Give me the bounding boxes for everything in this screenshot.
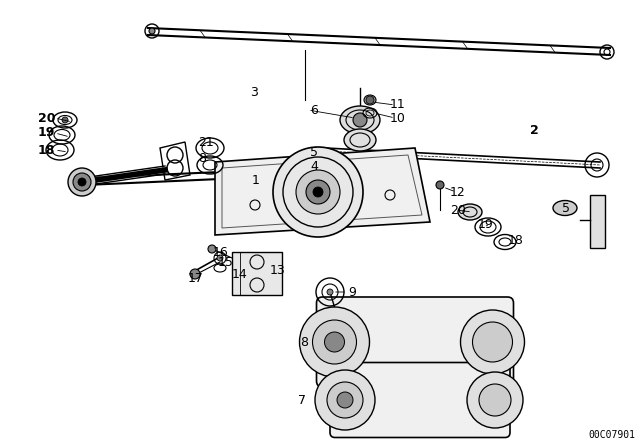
FancyBboxPatch shape <box>317 297 513 387</box>
Circle shape <box>306 180 330 204</box>
Text: 5: 5 <box>562 202 570 215</box>
Text: 4: 4 <box>310 159 318 172</box>
Circle shape <box>324 332 344 352</box>
Circle shape <box>217 255 223 261</box>
Text: 2: 2 <box>530 124 539 137</box>
Ellipse shape <box>553 201 577 215</box>
Circle shape <box>327 382 363 418</box>
Text: 19: 19 <box>38 126 56 139</box>
Circle shape <box>149 28 155 34</box>
Text: 15: 15 <box>218 257 234 270</box>
Text: 6: 6 <box>310 103 318 116</box>
Circle shape <box>337 392 353 408</box>
Circle shape <box>62 117 68 123</box>
Text: 1: 1 <box>252 173 260 186</box>
Circle shape <box>300 307 369 377</box>
Text: 14: 14 <box>232 268 248 281</box>
Circle shape <box>479 384 511 416</box>
Circle shape <box>461 310 525 374</box>
Circle shape <box>467 372 523 428</box>
Text: 18: 18 <box>508 233 524 246</box>
Circle shape <box>327 289 333 295</box>
Ellipse shape <box>344 129 376 151</box>
Circle shape <box>353 113 367 127</box>
Text: 18: 18 <box>38 143 56 156</box>
Text: 16: 16 <box>213 246 228 258</box>
Text: 3: 3 <box>250 86 258 99</box>
Ellipse shape <box>340 106 380 134</box>
Text: 5: 5 <box>310 146 318 159</box>
Text: 8: 8 <box>300 336 308 349</box>
Polygon shape <box>232 252 282 295</box>
Text: 11: 11 <box>390 99 406 112</box>
Text: 8: 8 <box>198 151 206 164</box>
Text: 7: 7 <box>298 393 306 406</box>
Ellipse shape <box>458 204 482 220</box>
Ellipse shape <box>364 95 376 105</box>
Text: 17: 17 <box>188 271 204 284</box>
Circle shape <box>313 187 323 197</box>
Circle shape <box>312 320 356 364</box>
Polygon shape <box>590 195 605 248</box>
Text: 19: 19 <box>478 217 493 231</box>
Circle shape <box>208 245 216 253</box>
Circle shape <box>472 322 513 362</box>
Circle shape <box>296 170 340 214</box>
Circle shape <box>78 178 86 186</box>
Circle shape <box>366 96 374 104</box>
Circle shape <box>190 269 200 279</box>
Text: 20: 20 <box>38 112 56 125</box>
Text: 10: 10 <box>390 112 406 125</box>
Text: 13: 13 <box>270 263 285 276</box>
Text: 12: 12 <box>450 185 466 198</box>
Circle shape <box>436 181 444 189</box>
Text: 20: 20 <box>450 203 466 216</box>
FancyBboxPatch shape <box>330 362 510 438</box>
Circle shape <box>315 370 375 430</box>
Polygon shape <box>215 148 430 235</box>
Text: 00C07901: 00C07901 <box>588 430 635 440</box>
Text: 21: 21 <box>198 135 214 148</box>
Circle shape <box>273 147 363 237</box>
Circle shape <box>68 168 96 196</box>
Circle shape <box>73 173 91 191</box>
Text: 9: 9 <box>348 285 356 298</box>
